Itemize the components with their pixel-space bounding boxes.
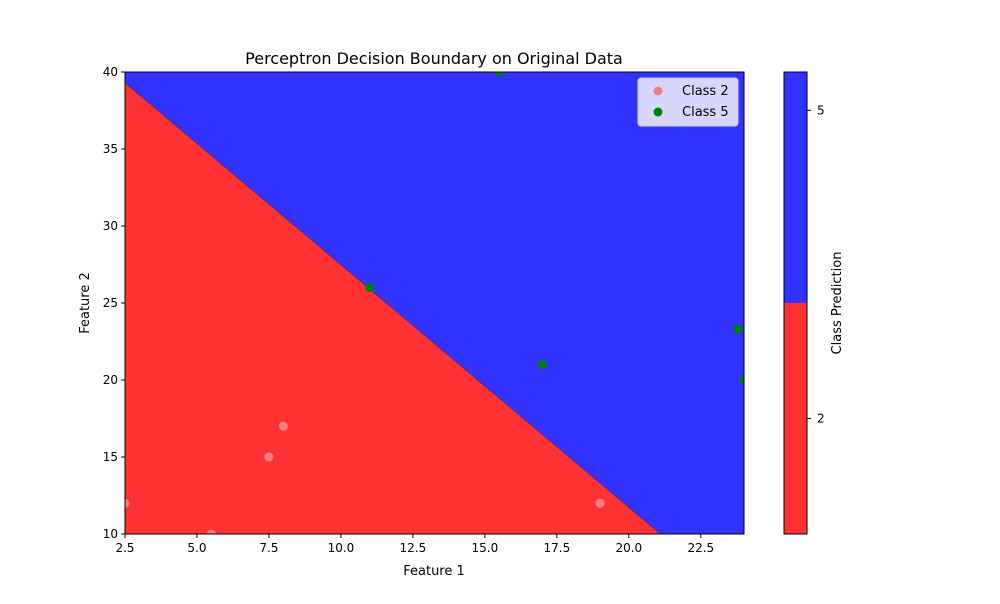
legend-label: Class 5 (682, 105, 729, 120)
colorbar-segment (784, 72, 807, 303)
point-class-5-3 (733, 324, 743, 334)
x-tick-label: 7.5 (259, 541, 278, 555)
x-axis-label: Feature 1 (403, 564, 465, 579)
point-class-5-1 (365, 283, 375, 293)
colorbar-label: Class Prediction (830, 252, 845, 355)
point-class-2-1 (206, 529, 216, 534)
x-tick-label: 2.5 (115, 541, 134, 555)
colorbar-frame (783, 71, 808, 535)
point-class-5-4 (739, 375, 744, 385)
colorbar-tick-label: 2 (817, 412, 825, 426)
scatter-points (125, 72, 744, 534)
y-tick-label: 10 (103, 527, 118, 541)
x-tick-label: 12.5 (400, 541, 427, 555)
x-tick-label: 20.0 (615, 541, 642, 555)
x-tick-label: 10.0 (328, 541, 355, 555)
chart-title: Perceptron Decision Boundary on Original… (245, 49, 623, 68)
y-tick-label: 15 (103, 450, 118, 464)
legend-box (637, 77, 739, 127)
x-tick-label: 22.5 (687, 541, 714, 555)
y-tick-label: 25 (103, 296, 118, 310)
axes: 2.5 5.0 7.5 10.0 12.5 15.0 17.5 20.0 22.5 10 15 20 2… (103, 65, 745, 555)
y-tick-label: 35 (103, 142, 118, 156)
colorbar-segment (784, 303, 807, 534)
x-tick-label: 17.5 (544, 541, 571, 555)
point-class-5-0 (494, 72, 504, 77)
legend-marker-class-5 (653, 107, 663, 117)
plot-area (124, 72, 744, 535)
y-axis-label: Feature 2 (78, 272, 93, 334)
x-tick-label: 15.0 (472, 541, 499, 555)
decision-region-5 (125, 72, 744, 534)
colorbar-tick-label: 5 (817, 103, 825, 117)
legend-label: Class 2 (682, 84, 729, 99)
point-class-2-3 (278, 421, 288, 431)
legend: Class 2 Class 5 (637, 77, 739, 127)
y-tick-label: 30 (103, 219, 118, 233)
point-class-2-4 (595, 498, 605, 508)
y-tick-label: 40 (103, 65, 118, 79)
decision-boundary-line (124, 82, 661, 535)
x-tick-label: 5.0 (187, 541, 206, 555)
legend-marker-class-2 (653, 86, 663, 96)
y-tick-label: 20 (103, 373, 118, 387)
point-class-2-2 (264, 452, 274, 462)
point-class-2-0 (125, 498, 130, 508)
colorbar: 25 (783, 71, 825, 535)
point-class-5-2 (537, 360, 547, 370)
